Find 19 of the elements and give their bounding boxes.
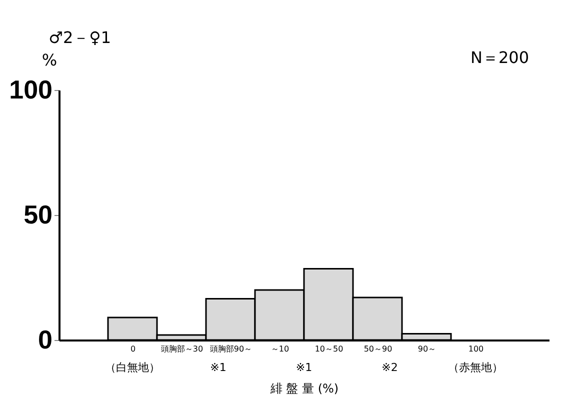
text: ※1 <box>210 361 226 374</box>
text: N＝200 <box>470 48 529 67</box>
text: （赤無地） <box>448 361 503 374</box>
y-tick-label: 50 <box>24 200 52 230</box>
x-tick-label: 50～90 <box>364 344 392 354</box>
text: ※1 <box>296 361 312 374</box>
text: （白無地） <box>105 361 160 374</box>
text: ※2 <box>382 361 398 374</box>
y-tick-label: 100 <box>9 74 52 104</box>
x-tick-label: 頭胸部～30 <box>160 344 204 354</box>
chart-title: ♂2－♀1 <box>48 28 112 47</box>
x-tick-label: 頭胸部90～ <box>210 344 252 354</box>
x-tick-label: 100 <box>468 344 484 354</box>
x-tick-label: 0 <box>130 344 136 354</box>
x-tick-label: ～10 <box>270 344 290 354</box>
x-tick-label: 10～50 <box>314 344 344 354</box>
x-tick-label: 90～ <box>418 344 436 354</box>
x-axis-title: 緋 盤 量 (%) <box>269 382 339 396</box>
y-axis-title: % <box>42 50 58 70</box>
